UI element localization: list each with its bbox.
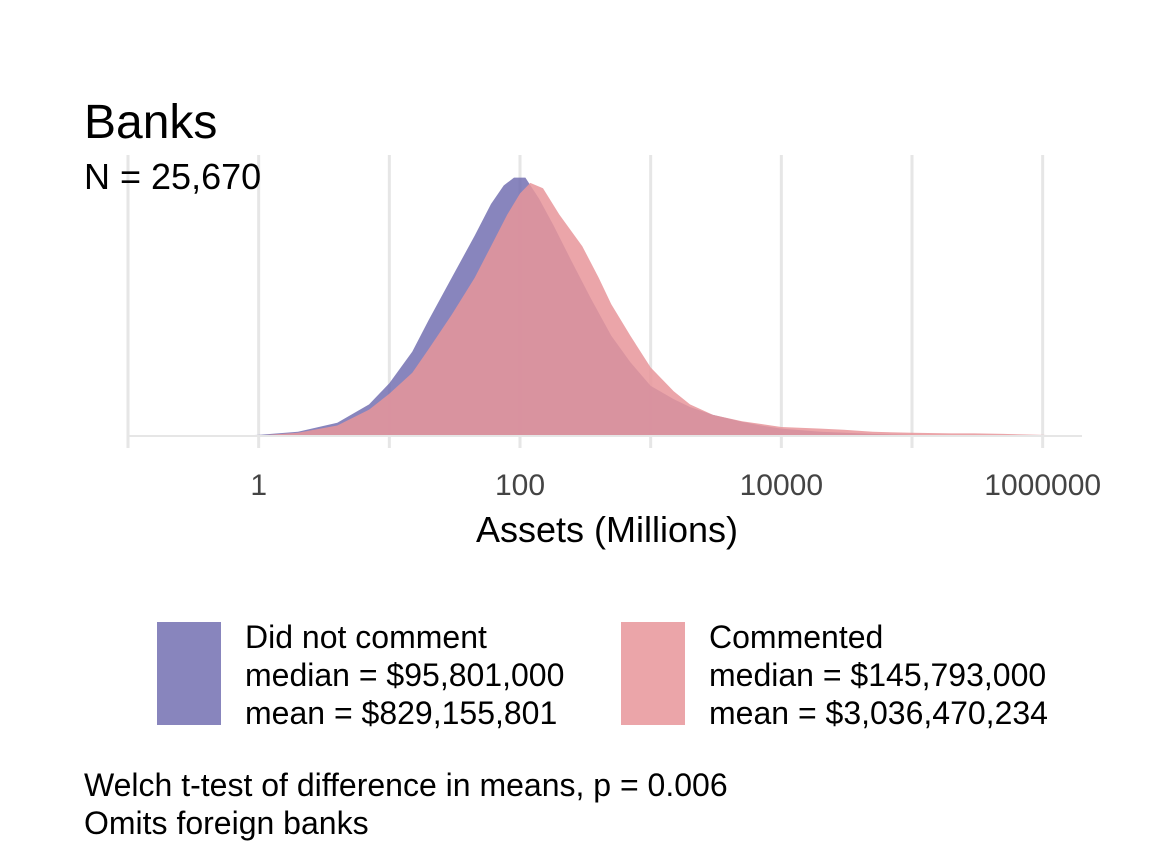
x-tick-label: 1000000: [984, 469, 1101, 502]
legend-label: Did not comment: [245, 619, 487, 655]
legend-median: median = $95,801,000: [245, 657, 564, 693]
caption-note: Omits foreign banks: [84, 805, 369, 841]
legend: Did not comment median = $95,801,000 mea…: [157, 619, 1048, 731]
x-axis-label: Assets (Millions): [476, 509, 738, 550]
legend-mean: mean = $829,155,801: [245, 695, 557, 731]
x-tick-label: 100: [495, 469, 545, 502]
legend-median: median = $145,793,000: [709, 657, 1046, 693]
area-commented: [128, 182, 1082, 436]
x-axis-ticks: 1 100 10000 1000000: [250, 469, 1101, 502]
density-areas: [128, 177, 1082, 436]
chart-subtitle: N = 25,670: [84, 156, 261, 197]
caption-test: Welch t-test of difference in means, p =…: [84, 767, 728, 803]
legend-swatch: [157, 622, 221, 725]
x-tick-label: 1: [250, 469, 267, 502]
legend-label: Commented: [709, 619, 883, 655]
chart-title: Banks: [84, 96, 217, 149]
legend-item-commented: Commented median = $145,793,000 mean = $…: [621, 619, 1048, 731]
legend-swatch: [621, 622, 685, 725]
legend-mean: mean = $3,036,470,234: [709, 695, 1048, 731]
x-tick-label: 10000: [740, 469, 823, 502]
legend-item-did-not-comment: Did not comment median = $95,801,000 mea…: [157, 619, 564, 731]
